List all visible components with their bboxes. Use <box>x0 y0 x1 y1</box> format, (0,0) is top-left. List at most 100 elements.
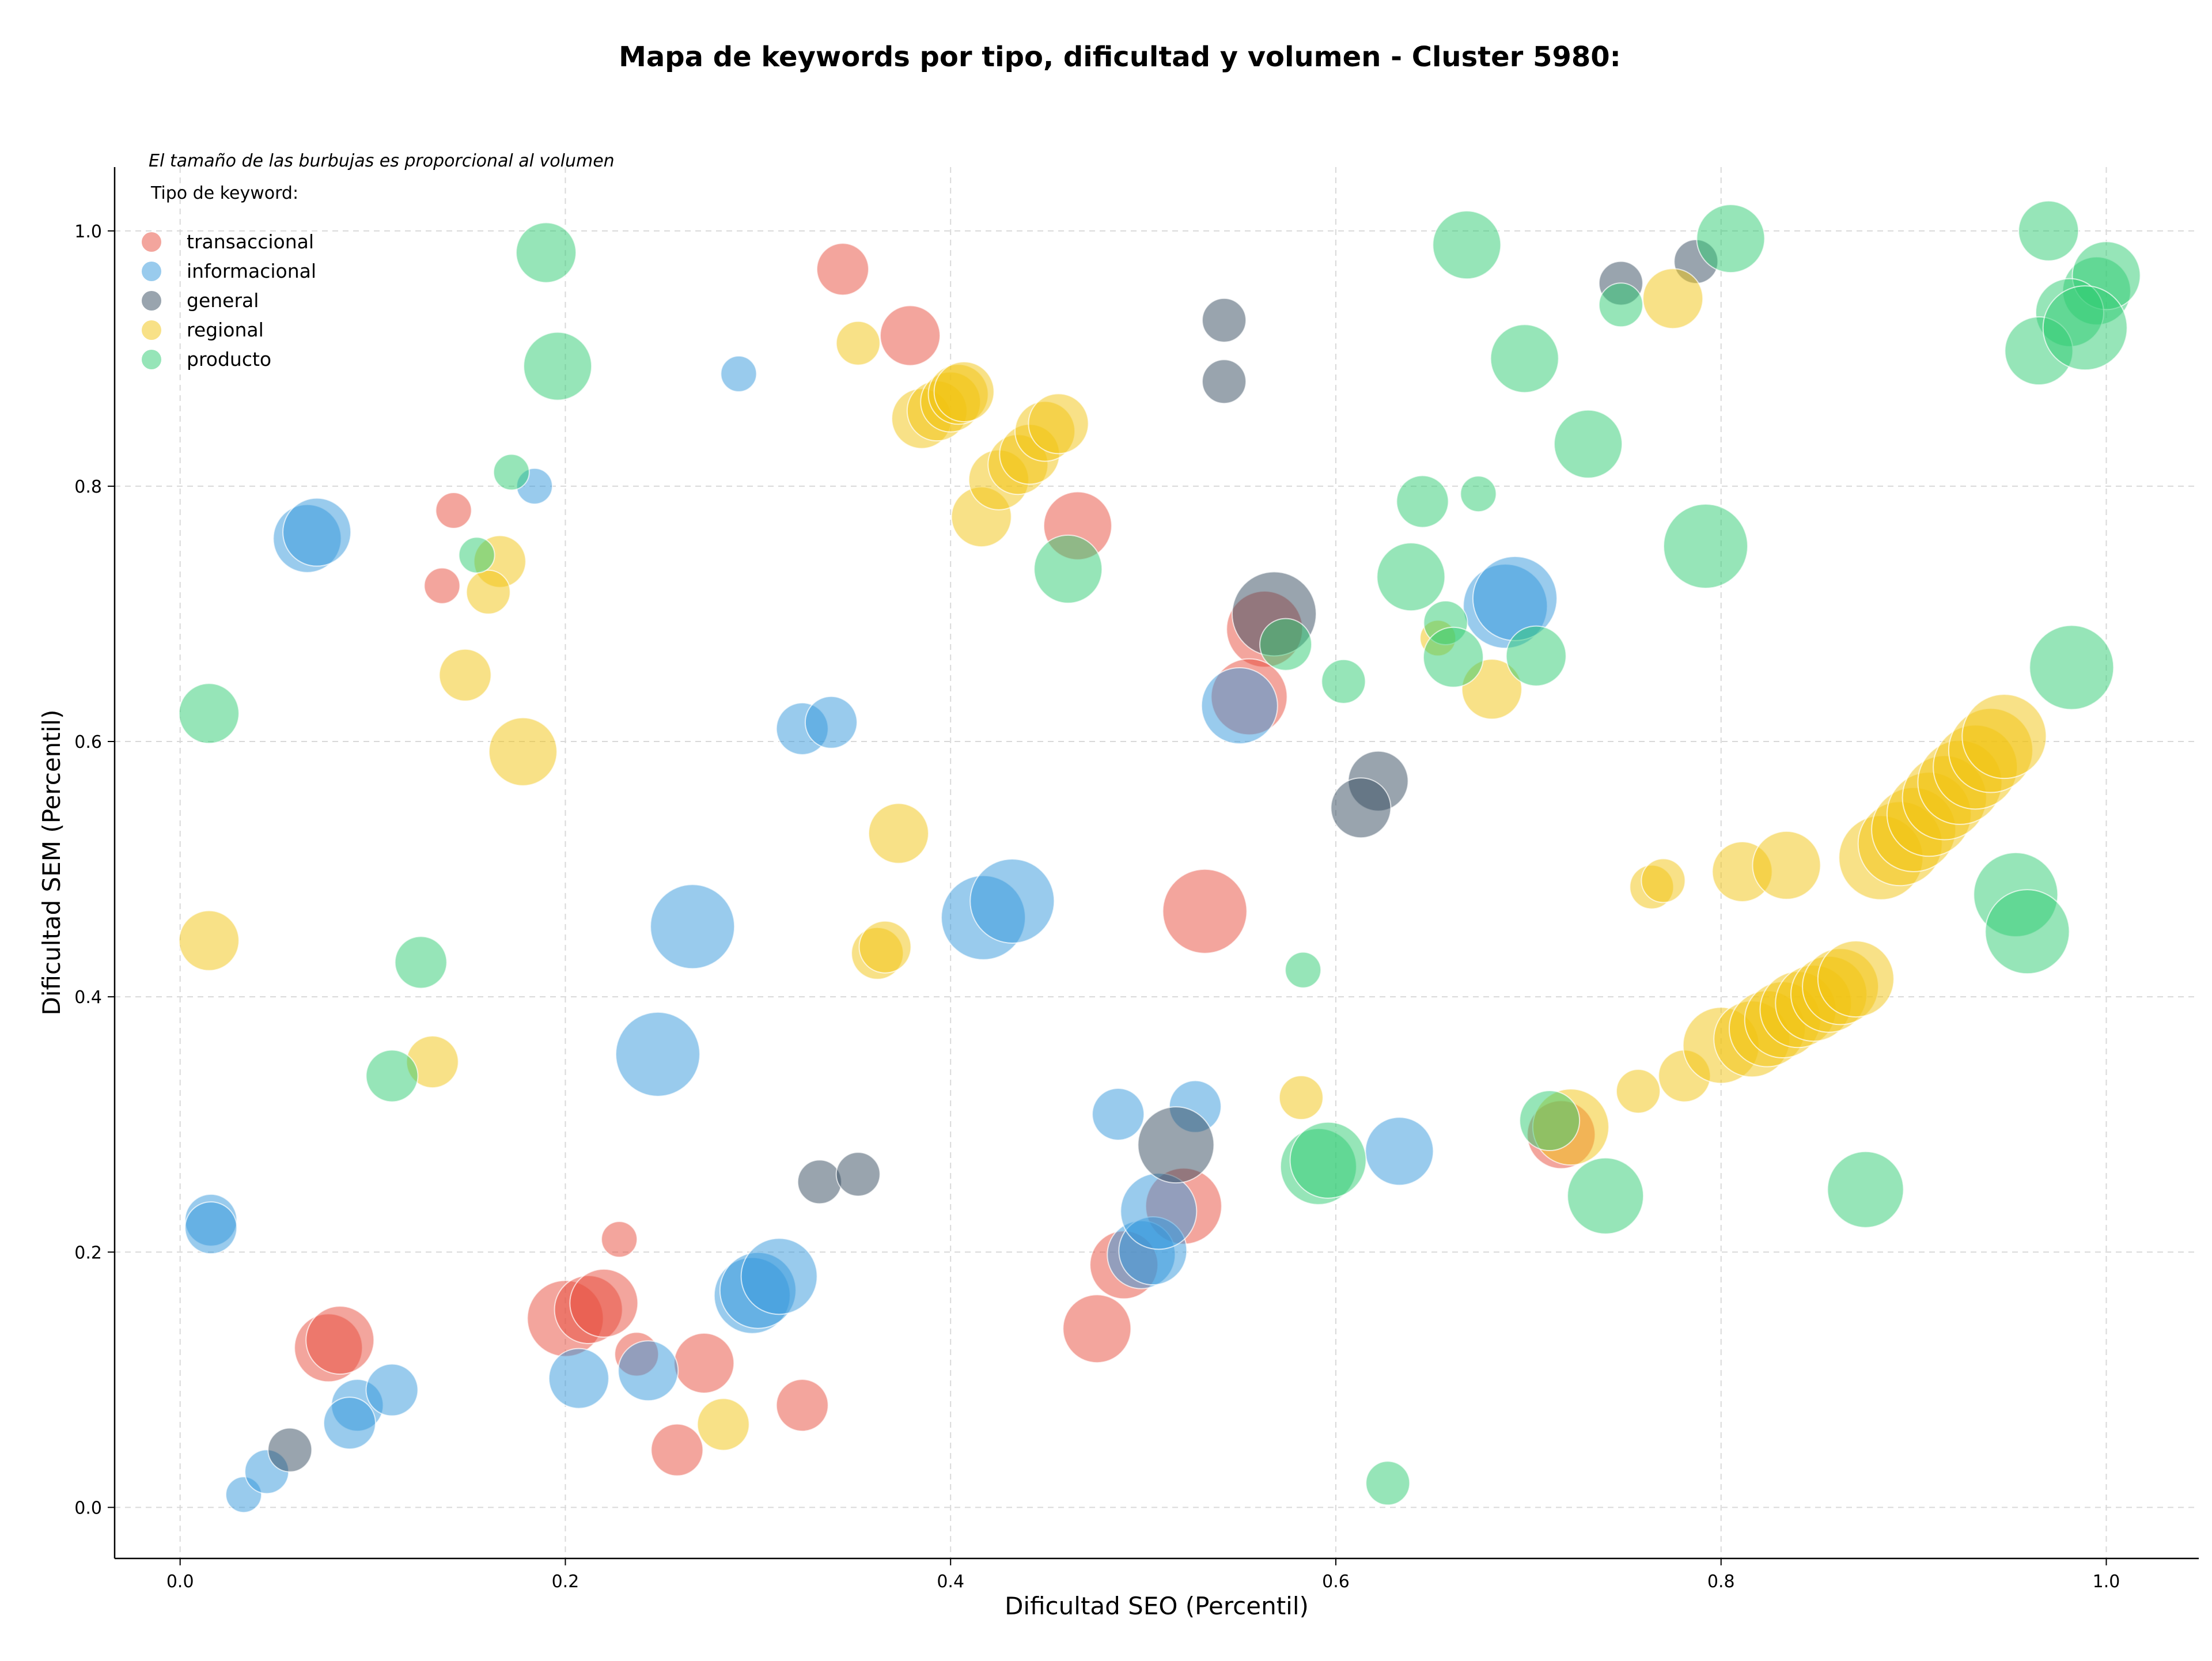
legend-label-general: general <box>187 289 259 312</box>
x-tick-label: 0.2 <box>552 1572 579 1592</box>
x-tick-label: 0.6 <box>1322 1572 1350 1592</box>
bubble-producto <box>1984 889 2070 975</box>
bubble-informacional <box>1092 1087 1145 1141</box>
bubble-general <box>1202 359 1247 404</box>
bubble-regional <box>438 648 492 702</box>
bubble-producto <box>2018 200 2080 262</box>
bubble-producto <box>1422 626 1484 688</box>
bubble-producto <box>178 683 240 744</box>
bubble-regional <box>1278 1075 1324 1121</box>
bubble-producto <box>1505 625 1567 687</box>
legend: Tipo de keyword: transaccional informacio… <box>142 183 316 370</box>
bubble-general <box>1137 1106 1215 1184</box>
bubble-informacional <box>1200 667 1278 744</box>
bubble-informacional <box>1120 1172 1198 1250</box>
legend-label-transaccional: transaccional <box>187 230 314 253</box>
chart-title: Mapa de keywords por tipo, dificultad y … <box>619 41 1621 73</box>
bubble-informacional <box>282 497 352 567</box>
y-axis-label: Dificultad SEM (Percentil) <box>37 710 66 1016</box>
bubble-producto <box>1289 1121 1367 1199</box>
bubble-transaccional <box>569 1268 639 1338</box>
series-producto <box>178 200 2141 1506</box>
legend-marker-general <box>142 291 161 311</box>
bubble-general <box>1202 297 1247 343</box>
bubble-regional <box>835 320 881 366</box>
bubble-producto <box>1033 534 1103 604</box>
bubble-regional <box>465 569 511 615</box>
bubble-producto <box>1554 409 1623 479</box>
bubble-regional <box>1752 830 1821 900</box>
bubble-regional <box>868 803 929 864</box>
bubble-producto <box>2042 285 2128 371</box>
series-regional <box>178 268 2047 1451</box>
bubble-regional <box>858 920 912 974</box>
bubble-producto <box>1519 1090 1581 1152</box>
bubble-informacional <box>720 355 757 392</box>
bubble-producto <box>1460 475 1497 513</box>
bubble-transaccional <box>305 1306 375 1375</box>
bubble-producto <box>1696 204 1766 274</box>
bubble-regional <box>1817 940 1895 1018</box>
bubble-general <box>797 1159 842 1205</box>
bubble-general <box>1330 777 1392 839</box>
legend-marker-transaccional <box>142 232 161 252</box>
bubble-informacional <box>804 695 858 749</box>
bubble-informacional <box>618 1340 679 1402</box>
series-general <box>267 239 1719 1473</box>
legend-title: Tipo de keyword: <box>150 183 298 203</box>
bubble-regional <box>1641 858 1686 903</box>
legend-marker-regional <box>142 320 161 340</box>
bubble-producto <box>1321 659 1366 704</box>
bubble-transaccional <box>775 1379 829 1432</box>
bubble-transaccional <box>601 1221 638 1258</box>
bubble-producto <box>1259 618 1313 671</box>
axis-ticks: 0.0 0.2 0.4 0.6 0.8 1.0 0.0 0.2 0.4 0.6 0.8 1.0 <box>74 222 2120 1592</box>
bubble-informacional <box>548 1348 609 1409</box>
y-tick-label: 0.4 <box>74 987 102 1008</box>
bubble-regional <box>933 361 995 422</box>
y-tick-label: 0.8 <box>74 477 102 497</box>
bubble-regional <box>488 717 558 786</box>
bubble-producto <box>1365 1461 1411 1506</box>
bubble-transaccional <box>879 305 941 366</box>
y-tick-label: 0.0 <box>74 1498 102 1518</box>
bubble-regional <box>696 1398 750 1451</box>
bubble-transaccional <box>1162 868 1248 954</box>
bubble-regional <box>178 910 240 971</box>
bubble-informacional <box>740 1238 818 1315</box>
bubble-transaccional <box>650 1423 704 1477</box>
x-tick-label: 0.4 <box>937 1572 964 1592</box>
bubble-producto <box>1598 282 1643 328</box>
bubble-producto <box>493 453 530 491</box>
bubble-informacional <box>1365 1117 1434 1186</box>
bubble-producto <box>1490 324 1559 394</box>
legend-marker-producto <box>142 350 161 369</box>
bubble-producto <box>394 936 448 989</box>
bubble-producto <box>516 222 577 283</box>
bubble-informacional <box>323 1397 376 1450</box>
bubble-producto <box>365 1049 419 1103</box>
legend-label-producto: producto <box>187 348 271 370</box>
bubble-producto <box>1567 1157 1645 1235</box>
x-tick-label: 0.0 <box>166 1572 194 1592</box>
y-tick-label: 1.0 <box>74 222 102 242</box>
legend-label-regional: regional <box>187 319 264 341</box>
bubbles <box>178 200 2141 1514</box>
x-tick-label: 1.0 <box>2093 1572 2120 1592</box>
bubble-transaccional <box>1062 1294 1132 1364</box>
bubble-producto <box>523 331 593 401</box>
bubble-informacional <box>969 858 1055 944</box>
x-tick-label: 0.8 <box>1707 1572 1735 1592</box>
bubble-producto <box>1376 542 1446 612</box>
bubble-regional <box>1961 694 2047 780</box>
bubble-informacional <box>184 1201 238 1255</box>
bubble-producto <box>2029 625 2115 710</box>
bubble-informacional <box>365 1363 419 1417</box>
bubble-producto <box>1827 1151 1904 1228</box>
bubble-informacional <box>615 1011 700 1097</box>
x-axis-label: Dificultad SEO (Percentil) <box>1005 1592 1309 1620</box>
bubble-producto <box>1285 951 1322 989</box>
bubble-producto <box>1662 504 1748 589</box>
bubble-producto <box>458 536 495 574</box>
